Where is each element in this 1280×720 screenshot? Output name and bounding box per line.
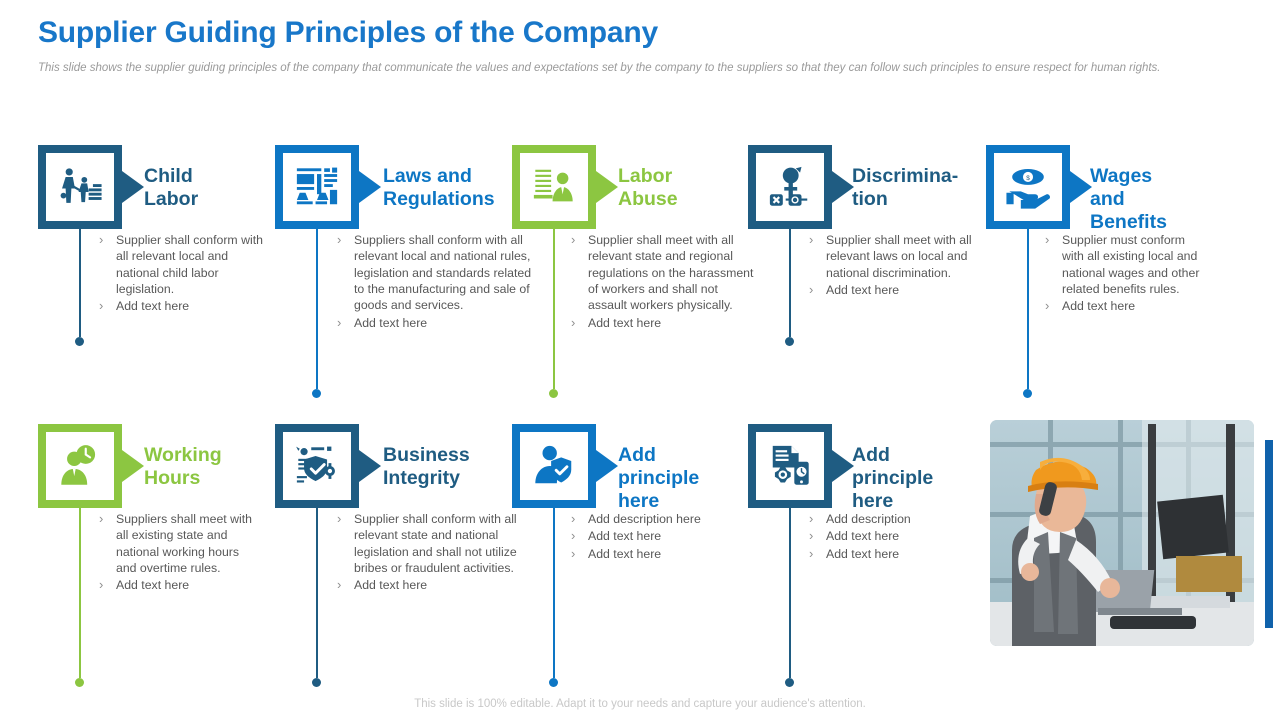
arrow-right-icon: [832, 171, 854, 203]
card-title: Working Hours: [144, 444, 222, 489]
working-hours-icon-box: [38, 424, 122, 508]
person-shield-icon-box: [512, 424, 596, 508]
connector-dot: [549, 389, 558, 398]
arrow-right-icon: [832, 450, 854, 482]
bullet-item: Add text here: [806, 545, 986, 563]
bullet-item: Add text here: [334, 576, 520, 594]
labor-abuse-icon-box: [512, 145, 596, 229]
laws-regulations-icon-box: [275, 145, 359, 229]
person-shield-icon: [531, 443, 577, 489]
card-bullet-list: Supplier shall conform with all relevant…: [334, 510, 520, 595]
connector-dot: [785, 678, 794, 687]
connector-dot: [1023, 389, 1032, 398]
bullet-item: Suppliers shall meet with all existing s…: [96, 510, 254, 576]
card-title: Laws and Regulations: [383, 165, 495, 210]
labor-abuse-icon: [531, 164, 577, 210]
card-title: Child Labor: [144, 165, 199, 210]
document-gear-icon-box: [748, 424, 832, 508]
bullet-item: Supplier shall meet with all relevant la…: [806, 231, 986, 281]
business-integrity-icon-box: [275, 424, 359, 508]
bullet-item: Add description here: [568, 510, 748, 528]
bullet-item: Add text here: [568, 545, 748, 563]
connector-dot: [75, 337, 84, 346]
arrow-right-icon: [359, 171, 381, 203]
arrow-right-icon: [1070, 171, 1092, 203]
connector-line: [79, 508, 81, 678]
bullet-item: Supplier shall conform with all relevant…: [96, 231, 266, 297]
card-title: Business Integrity: [383, 444, 470, 489]
connector-dot: [549, 678, 558, 687]
bullet-item: Suppliers shall conform with all relevan…: [334, 231, 534, 314]
card-title: Wages and Benefits: [1090, 165, 1167, 233]
bullet-item: Add text here: [806, 527, 986, 545]
bullet-item: Supplier must conform with all existing …: [1042, 231, 1207, 297]
discrimination-icon: [767, 164, 813, 210]
connector-dot: [312, 389, 321, 398]
arrow-right-icon: [359, 450, 381, 482]
card-bullet-list: Supplier shall meet with all relevant st…: [568, 231, 758, 332]
working-hours-icon: [57, 443, 103, 489]
child-labor-icon-box: [38, 145, 122, 229]
connector-line: [316, 229, 318, 389]
slide-header: Supplier Guiding Principles of the Compa…: [38, 16, 1218, 76]
bullet-item: Supplier shall meet with all relevant st…: [568, 231, 758, 314]
connector-dot: [312, 678, 321, 687]
arrow-right-icon: [122, 171, 144, 203]
arrow-right-icon: [122, 450, 144, 482]
connector-line: [553, 508, 555, 678]
svg-text:$: $: [1026, 175, 1030, 182]
card-title: Discrimina- tion: [852, 165, 959, 210]
connector-line: [79, 229, 81, 337]
card-bullet-list: Suppliers shall meet with all existing s…: [96, 510, 254, 595]
wages-benefits-icon: $: [1005, 164, 1051, 210]
photo-accent-bar: [1265, 440, 1273, 628]
card-title: Add principle here: [852, 444, 934, 512]
laws-regulations-icon: [294, 164, 340, 210]
bullet-item: Add description: [806, 510, 986, 528]
slide-subtitle: This slide shows the supplier guiding pr…: [38, 61, 1161, 74]
connector-line: [789, 508, 791, 678]
bullet-item: Add text here: [568, 314, 758, 332]
card-title: Labor Abuse: [618, 165, 678, 210]
connector-line: [316, 508, 318, 678]
bullet-item: Add text here: [334, 314, 534, 332]
connector-line: [553, 229, 555, 389]
connector-dot: [75, 678, 84, 687]
child-labor-icon: [57, 164, 103, 210]
page-title: Supplier Guiding Principles of the Compa…: [38, 16, 658, 49]
arrow-right-icon: [596, 171, 618, 203]
bullet-item: Supplier shall conform with all relevant…: [334, 510, 520, 576]
bullet-item: Add text here: [806, 281, 986, 299]
card-title: Add principle here: [618, 444, 700, 512]
business-integrity-icon: [294, 443, 340, 489]
worker-photo: [990, 420, 1254, 646]
card-bullet-list: Supplier shall meet with all relevant la…: [806, 231, 986, 299]
arrow-right-icon: [596, 450, 618, 482]
card-bullet-list: Supplier must conform with all existing …: [1042, 231, 1207, 316]
bullet-item: Add text here: [96, 576, 254, 594]
connector-line: [1027, 229, 1029, 389]
connector-dot: [785, 337, 794, 346]
card-bullet-list: Suppliers shall conform with all relevan…: [334, 231, 534, 332]
bullet-item: Add text here: [1042, 297, 1207, 315]
connector-line: [789, 229, 791, 337]
wages-benefits-icon-box: $: [986, 145, 1070, 229]
document-gear-icon: [767, 443, 813, 489]
bullet-item: Add text here: [96, 297, 266, 315]
bullet-item: Add text here: [568, 527, 748, 545]
slide-footer: This slide is 100% editable. Adapt it to…: [414, 698, 866, 710]
card-bullet-list: Supplier shall conform with all relevant…: [96, 231, 266, 316]
discrimination-icon-box: [748, 145, 832, 229]
